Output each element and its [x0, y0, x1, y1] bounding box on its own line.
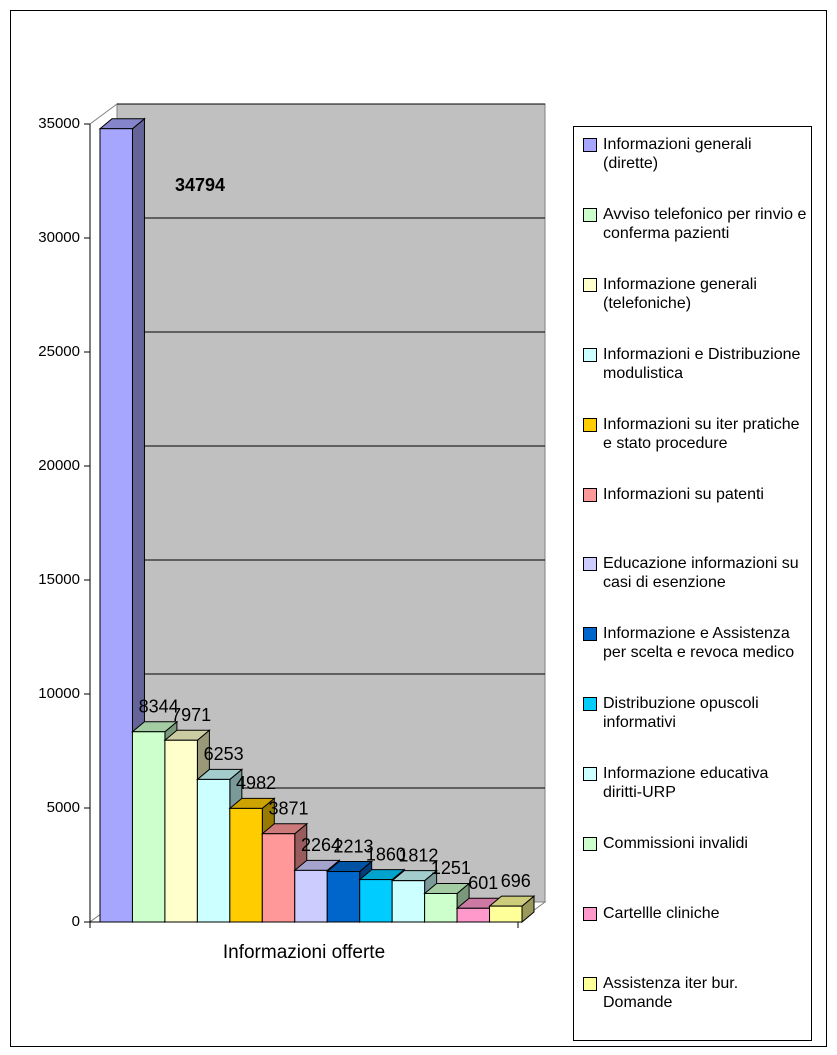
legend-label: Cartellle cliniche [603, 904, 720, 922]
data-label: 4982 [236, 773, 276, 793]
legend-entry: Informazione e Assistenza per scelta e r… [583, 624, 808, 662]
legend-label: Educazione informazioni su casi di esenz… [603, 555, 799, 592]
legend-entry: Assistenza iter bur. Domande [583, 974, 808, 1012]
legend-swatch [583, 487, 597, 502]
bar [326, 871, 361, 923]
bar [131, 731, 166, 923]
legend-box [573, 126, 812, 1041]
legend-swatch [583, 837, 597, 851]
legend-label: Assistenza iter bur. Domande [603, 974, 739, 1011]
legend-label: Informazione generali (telefoniche) [603, 275, 757, 312]
legend-swatch [583, 697, 597, 712]
bar [261, 833, 296, 923]
bar [391, 880, 426, 923]
legend-swatch [583, 417, 597, 432]
legend-entry: Avviso telefonico per rinvio e conferma … [583, 205, 808, 243]
x-tick-label: Informazioni offerte [223, 942, 385, 963]
legend-entry: Informazioni e Distribuzione modulistica [583, 345, 808, 383]
legend-label: Distribuzione opuscoli informativi [603, 695, 759, 732]
legend-entry: Commissioni invalidi [583, 834, 808, 853]
bar [424, 892, 458, 923]
y-tick-label: 25000 [38, 343, 80, 360]
data-label: 2213 [333, 836, 373, 856]
legend-swatch [583, 627, 597, 642]
legend-swatch [583, 557, 597, 572]
data-label: 7971 [171, 705, 211, 725]
legend-entry: Informazione educativa diritti-URP [583, 764, 808, 802]
bar [196, 778, 231, 923]
data-label: 1251 [431, 858, 471, 878]
legend-entry: Educazione informazioni su casi di esenz… [583, 554, 808, 592]
y-tick-label: 20000 [38, 457, 80, 474]
legend-label: Informazioni e Distribuzione modulistica [603, 345, 801, 382]
y-tick-label: 5000 [47, 799, 80, 816]
legend-label: Informazione educativa diritti-URP [603, 765, 769, 802]
data-label: 6253 [204, 744, 244, 764]
legend-entry: Distribuzione opuscoli informativi [583, 694, 808, 732]
legend-label: Informazioni su iter pratiche e stato pr… [603, 415, 800, 452]
legend-swatch [583, 976, 597, 991]
bar [359, 879, 393, 923]
legend-label: Informazioni su patenti [603, 485, 764, 503]
legend-label: Informazioni generali (dirette) [603, 136, 752, 172]
legend-swatch [583, 277, 597, 292]
y-tick-label: 30000 [38, 229, 80, 246]
legend-swatch [583, 906, 597, 921]
legend-entry: Informazioni generali (dirette) [583, 135, 808, 173]
bar [294, 869, 328, 923]
legend-swatch [583, 347, 597, 362]
y-tick-label: 35000 [38, 115, 80, 132]
bar [229, 807, 263, 923]
legend-entry: Informazioni su iter pratiche e stato pr… [583, 415, 808, 453]
data-label: 1860 [366, 844, 406, 864]
data-label: 34794 [175, 175, 225, 195]
bar [99, 128, 133, 923]
data-label: 601 [468, 873, 498, 893]
legend-entry: Cartellle cliniche [583, 904, 808, 923]
bar [456, 907, 491, 923]
data-label: 8344 [139, 697, 179, 717]
legend-swatch [583, 138, 597, 152]
y-tick-label: 0 [72, 913, 80, 930]
y-tick-label: 15000 [38, 571, 80, 588]
data-label: 1812 [398, 845, 438, 865]
bar [164, 739, 198, 923]
data-label: 3871 [269, 798, 309, 818]
legend-entry: Informazione generali (telefoniche) [583, 275, 808, 313]
legend-entry: Informazioni su patenti [583, 485, 808, 504]
y-tick-label: 10000 [38, 685, 80, 702]
legend-label: Avviso telefonico per rinvio e conferma … [603, 205, 807, 242]
legend-label: Informazione e Assistenza per scelta e r… [603, 625, 795, 662]
data-label: 2264 [301, 835, 341, 855]
legend-swatch [583, 207, 597, 222]
legend-label: Commissioni invalidi [603, 835, 748, 852]
bar [489, 905, 523, 923]
data-label: 696 [501, 871, 531, 891]
legend-swatch [583, 767, 597, 782]
